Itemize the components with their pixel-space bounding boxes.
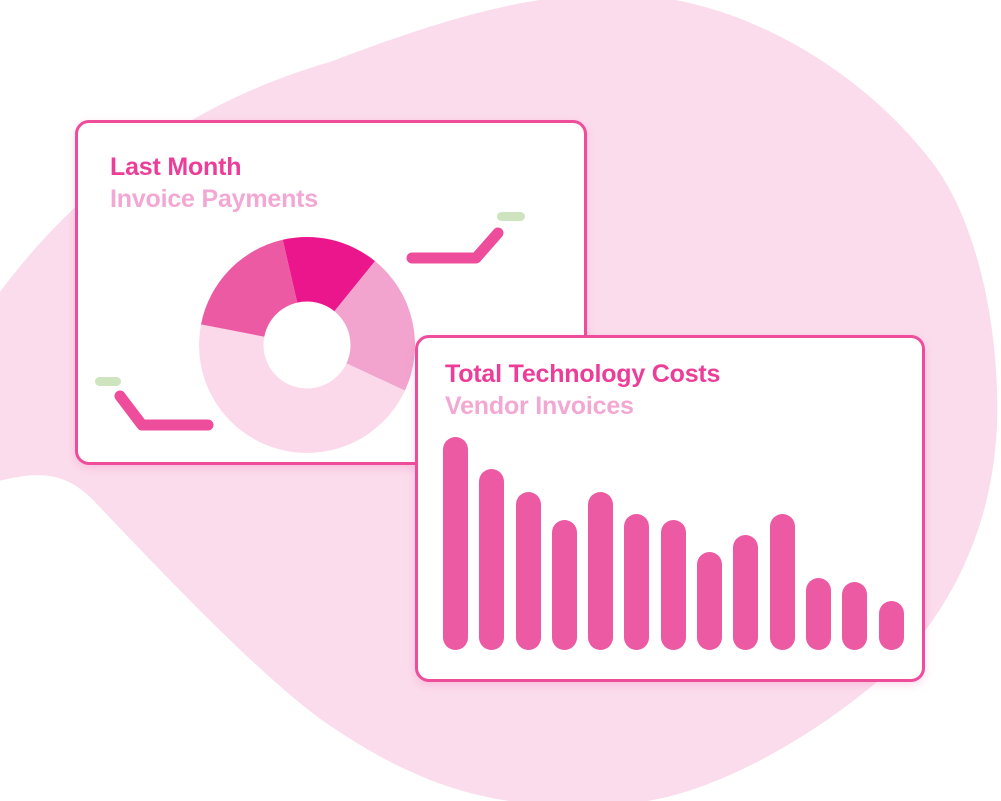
pill-badge (95, 377, 121, 386)
bar (443, 437, 468, 650)
card-header: Last Month Invoice Payments (110, 151, 318, 215)
donut-segment-light-pink (334, 261, 415, 391)
bar (697, 552, 723, 650)
bar (479, 469, 505, 650)
donut-segment-pale-pink (199, 324, 405, 453)
donut-chart (199, 237, 415, 453)
bar (733, 535, 759, 650)
card-vendor-invoices: Total Technology Costs Vendor Invoices (415, 335, 925, 682)
bar-chart (443, 437, 904, 650)
bar (515, 492, 541, 650)
donut-segment-bright-magenta (282, 237, 375, 312)
card-subtitle: Vendor Invoices (445, 392, 634, 420)
card-title: Total Technology Costs (445, 360, 721, 388)
donut-segment-medium-pink (201, 239, 298, 337)
bar (878, 601, 904, 650)
card-subtitle: Invoice Payments (110, 185, 319, 213)
bar (624, 513, 650, 650)
bar (769, 513, 795, 650)
bar (551, 520, 577, 650)
pill-badge (497, 212, 525, 221)
card-title: Last Month (110, 153, 242, 181)
bar (588, 492, 614, 650)
bar (660, 520, 686, 650)
card-header: Total Technology Costs Vendor Invoices (445, 358, 720, 422)
bar (842, 581, 868, 650)
trend-down-line-icon (95, 377, 214, 431)
trend-up-line-icon (406, 212, 525, 264)
bar (805, 577, 831, 650)
